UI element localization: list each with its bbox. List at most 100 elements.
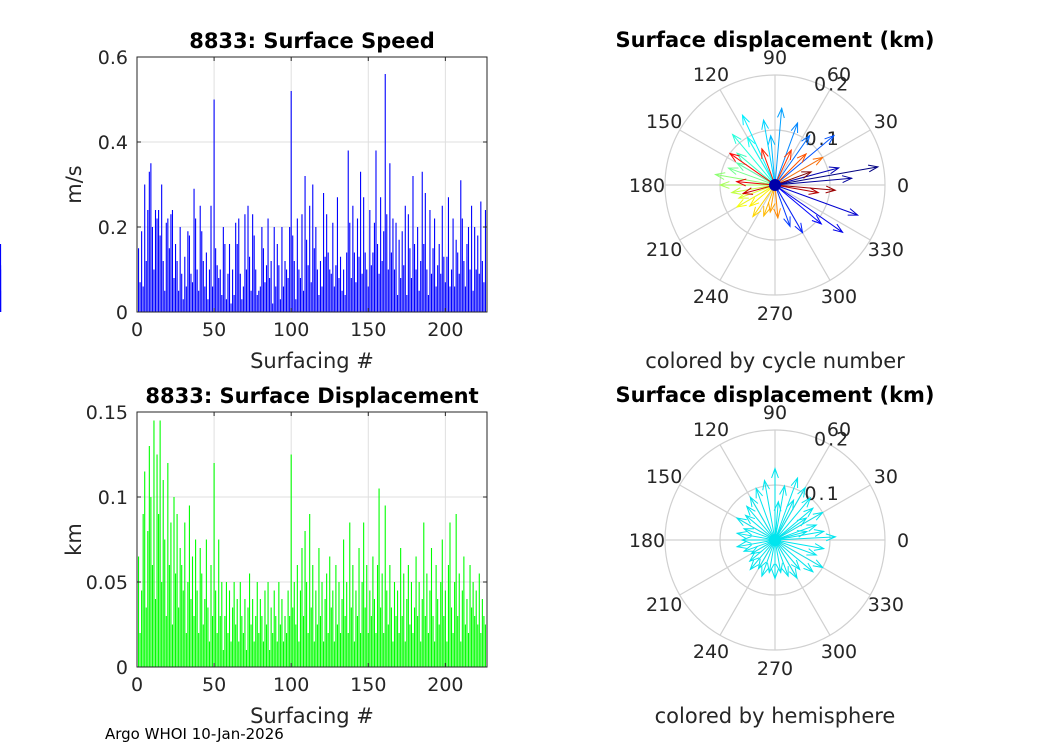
bar — [167, 218, 169, 312]
chart-title: Surface displacement (km) — [615, 28, 934, 52]
bar — [420, 641, 422, 667]
bar — [412, 176, 414, 312]
footer-credit: Argo WHOI 10-Jan-2026 — [105, 725, 284, 743]
polar-chart-polar-hemisphere: 0 30 60 90 120 150 180 210 240 270 300 330 0.1 0.2 Sur… — [615, 383, 934, 728]
bar — [454, 286, 456, 312]
angle-label: 240 — [693, 286, 729, 308]
bar — [449, 286, 451, 312]
bar — [454, 582, 456, 667]
bar — [469, 269, 471, 312]
bar — [381, 573, 383, 667]
displacement-arrow — [774, 539, 824, 569]
bar — [238, 218, 240, 312]
bar — [153, 269, 155, 312]
bar — [153, 420, 155, 667]
bar — [363, 522, 365, 667]
bar — [329, 269, 331, 312]
displacement-arrow — [771, 467, 779, 540]
bar — [210, 565, 212, 667]
bar — [347, 150, 349, 312]
bar — [376, 244, 379, 312]
bar — [478, 273, 480, 312]
bar — [356, 616, 359, 667]
chart-caption: colored by hemisphere — [655, 704, 896, 728]
bar — [477, 624, 479, 667]
bar — [287, 278, 289, 312]
bar — [244, 599, 246, 667]
bar — [210, 205, 212, 312]
center-cluster — [769, 534, 781, 546]
bar — [346, 582, 348, 667]
bar — [347, 633, 349, 667]
bar — [250, 624, 252, 667]
bar — [378, 273, 380, 312]
displacement-arrow — [774, 539, 789, 578]
bar — [227, 633, 229, 667]
displacement-arrow — [774, 171, 813, 186]
bar — [147, 531, 149, 667]
bar — [164, 290, 166, 312]
displacement-arrow — [761, 539, 776, 578]
angle-label: 300 — [821, 641, 857, 663]
axes-frame — [136, 56, 488, 313]
bar — [483, 616, 485, 667]
angle-label: 150 — [646, 111, 682, 133]
bar — [204, 286, 206, 312]
bar — [208, 269, 211, 312]
bar — [239, 582, 241, 667]
bar — [137, 248, 140, 312]
displacement-arrow — [771, 540, 779, 580]
bar — [369, 210, 371, 312]
bar — [245, 650, 248, 667]
bar — [435, 565, 437, 667]
bar — [181, 273, 183, 312]
displacement-arrow — [774, 539, 801, 571]
bar — [176, 261, 178, 312]
bar — [398, 633, 400, 667]
angle-label: 270 — [757, 303, 793, 325]
bar — [170, 522, 172, 667]
bar — [241, 299, 243, 312]
bar — [460, 641, 462, 667]
bar — [204, 599, 206, 667]
bar — [471, 205, 473, 312]
x-tick-label: 50 — [202, 674, 226, 696]
bar — [484, 624, 487, 667]
x-axis-label: Surfacing # — [250, 704, 374, 728]
bar — [370, 265, 372, 312]
bar — [174, 244, 177, 312]
bar — [281, 599, 283, 667]
bar — [380, 197, 382, 312]
bar — [142, 514, 144, 667]
chart-title: 8833: Surface Speed — [189, 29, 435, 53]
bar — [202, 261, 204, 312]
bar — [279, 299, 281, 312]
angle-label: 300 — [821, 286, 857, 308]
bar — [327, 633, 329, 667]
bar — [259, 599, 261, 667]
bar — [150, 497, 152, 667]
bar — [228, 590, 231, 667]
bar — [0, 269, 2, 312]
bar — [267, 582, 269, 667]
bar — [312, 565, 314, 667]
angle-label: 180 — [629, 175, 665, 197]
bar — [242, 286, 244, 312]
bar — [330, 607, 332, 667]
bar — [232, 269, 234, 312]
bar — [165, 616, 167, 667]
bar — [301, 548, 303, 667]
bar — [397, 295, 399, 312]
bar — [383, 231, 385, 312]
bar — [313, 641, 315, 667]
polar-spoke — [719, 184, 776, 281]
bar — [356, 218, 359, 312]
bar — [190, 599, 192, 667]
bar — [205, 252, 207, 312]
bar — [474, 616, 476, 667]
bar — [212, 616, 214, 667]
bar — [407, 565, 409, 667]
radius-tick-label: 0.2 — [814, 429, 850, 451]
bar — [336, 197, 338, 312]
